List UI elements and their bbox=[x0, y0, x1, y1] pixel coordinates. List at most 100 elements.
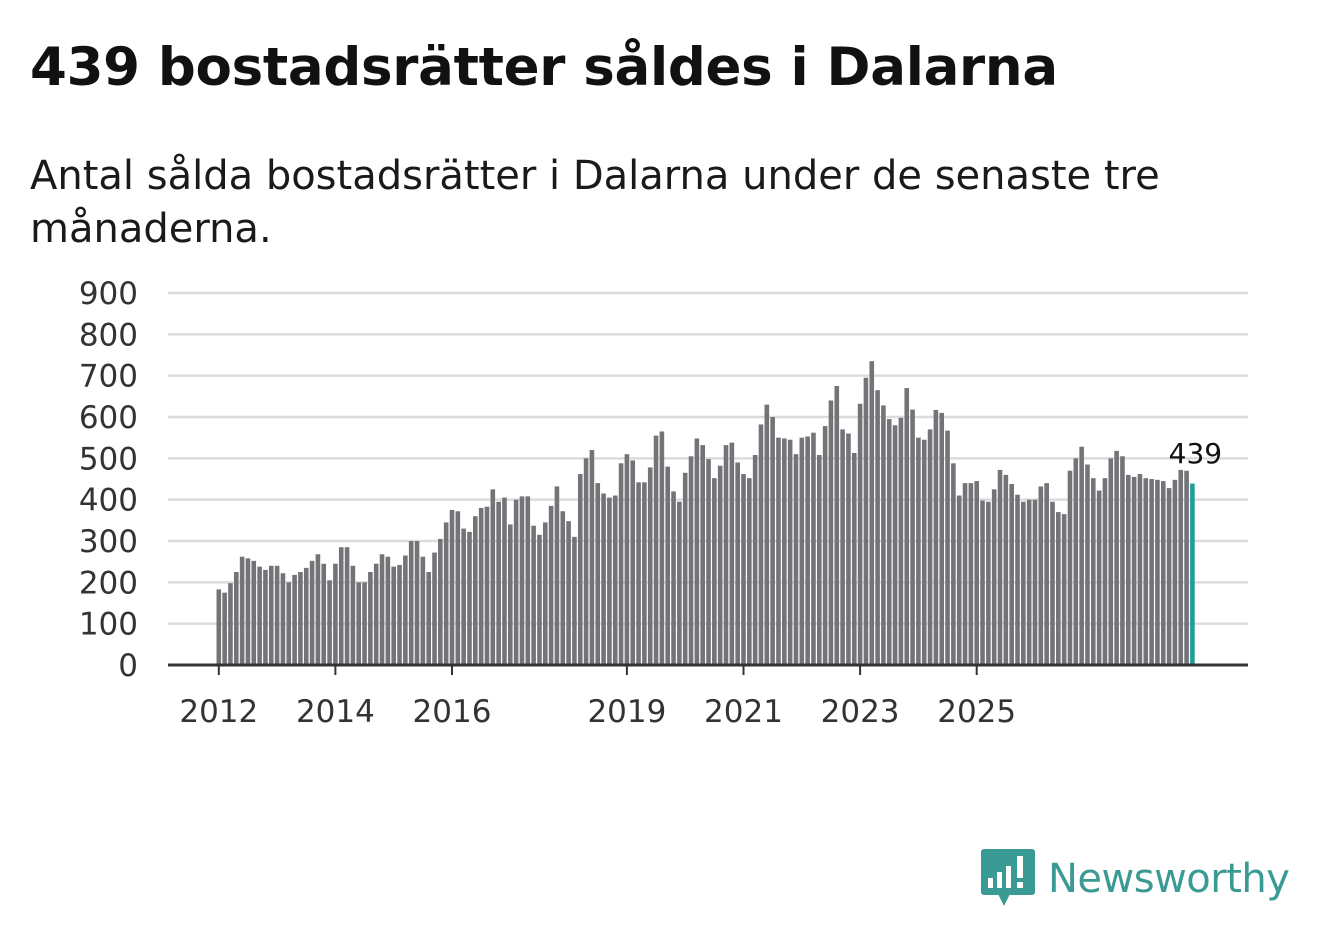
bar bbox=[752, 455, 758, 665]
bar bbox=[315, 554, 321, 665]
x-tick-label: 2023 bbox=[821, 694, 900, 730]
x-tick-label: 2021 bbox=[704, 694, 783, 730]
bar bbox=[1120, 456, 1125, 665]
bar bbox=[595, 483, 601, 665]
bar bbox=[1096, 490, 1102, 665]
bar bbox=[513, 499, 519, 665]
bar bbox=[997, 469, 1003, 665]
bar bbox=[449, 510, 455, 665]
bar bbox=[263, 569, 268, 665]
bar bbox=[787, 439, 793, 665]
bar bbox=[239, 556, 245, 665]
bar bbox=[1178, 469, 1184, 665]
bar bbox=[1021, 501, 1026, 665]
bar bbox=[420, 556, 426, 665]
bar bbox=[583, 458, 589, 665]
bar bbox=[1061, 514, 1067, 665]
bar bbox=[309, 560, 315, 665]
y-axis-ticks: 0 100 200 300 400 500 600 700 800 900 bbox=[79, 276, 138, 684]
bar bbox=[642, 482, 647, 665]
bar bbox=[1026, 499, 1032, 665]
bar bbox=[682, 472, 688, 665]
bar bbox=[572, 536, 577, 665]
bar bbox=[286, 582, 292, 665]
bar-latest bbox=[1190, 483, 1195, 665]
bar bbox=[397, 564, 402, 665]
bar bbox=[706, 459, 711, 665]
bar bbox=[1003, 474, 1009, 665]
bar bbox=[612, 495, 618, 665]
bar bbox=[1009, 483, 1014, 665]
bar bbox=[338, 547, 344, 665]
bar bbox=[391, 566, 396, 665]
bar bbox=[1137, 474, 1143, 665]
bar bbox=[1079, 446, 1084, 665]
bar bbox=[426, 572, 431, 665]
bar bbox=[508, 524, 513, 665]
bar bbox=[467, 531, 472, 665]
bar bbox=[758, 424, 764, 665]
bar bbox=[432, 552, 437, 665]
bar bbox=[881, 405, 886, 665]
bar bbox=[280, 573, 286, 665]
bar bbox=[805, 436, 810, 665]
bar bbox=[688, 456, 694, 665]
bar bbox=[659, 431, 665, 665]
y-tick-label: 900 bbox=[79, 276, 138, 312]
bar bbox=[408, 541, 414, 665]
bar bbox=[741, 474, 746, 665]
bar bbox=[1108, 458, 1114, 665]
bar bbox=[356, 582, 362, 665]
bar bbox=[496, 501, 501, 665]
bar bbox=[321, 563, 327, 665]
bar bbox=[607, 497, 612, 665]
y-tick-label: 0 bbox=[118, 648, 138, 684]
bar bbox=[473, 516, 478, 665]
bar bbox=[554, 486, 560, 665]
bar bbox=[298, 572, 303, 665]
bar bbox=[962, 483, 968, 665]
bar bbox=[1184, 470, 1189, 665]
bar bbox=[455, 511, 461, 665]
y-tick-label: 600 bbox=[79, 400, 138, 436]
bar bbox=[770, 417, 775, 665]
bar bbox=[846, 433, 851, 665]
bar bbox=[525, 496, 531, 665]
x-tick-label: 2016 bbox=[413, 694, 492, 730]
bar bbox=[816, 455, 822, 665]
bar bbox=[1085, 464, 1090, 665]
bar bbox=[1050, 501, 1055, 665]
bar bbox=[373, 563, 379, 665]
bar bbox=[851, 452, 857, 665]
bar bbox=[1067, 470, 1073, 665]
bar bbox=[327, 580, 332, 665]
bar bbox=[601, 493, 606, 665]
bar bbox=[904, 388, 910, 665]
bar bbox=[811, 432, 816, 665]
bar bbox=[776, 437, 781, 665]
bar bbox=[747, 478, 752, 665]
bar bbox=[537, 534, 542, 665]
bar bbox=[1143, 478, 1149, 665]
bar bbox=[531, 525, 536, 665]
newsworthy-logo: Newsworthy bbox=[980, 848, 1290, 910]
bar bbox=[671, 491, 676, 665]
bar bbox=[945, 430, 950, 665]
bar bbox=[991, 489, 997, 665]
bar bbox=[764, 404, 770, 665]
bar bbox=[951, 463, 956, 665]
bar bbox=[542, 522, 548, 665]
bar bbox=[933, 409, 939, 665]
bar bbox=[274, 565, 280, 665]
bar bbox=[624, 454, 630, 665]
x-axis-ticks: 2012 2014 2016 2019 2021 2023 2025 bbox=[179, 665, 1016, 730]
bar bbox=[1038, 486, 1044, 665]
x-tick-label: 2019 bbox=[587, 694, 666, 730]
bar bbox=[368, 572, 373, 665]
bar bbox=[956, 495, 962, 665]
bar bbox=[647, 467, 653, 665]
bar bbox=[403, 555, 408, 665]
bar bbox=[735, 462, 740, 665]
bar bbox=[228, 583, 233, 665]
